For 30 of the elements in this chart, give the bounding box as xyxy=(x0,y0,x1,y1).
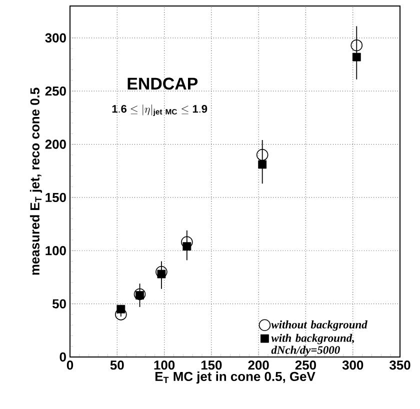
point xyxy=(116,304,126,314)
x-axis-title: E$_{T}$ MC jet in cone 0.5, GeV xyxy=(155,372,316,384)
point xyxy=(134,288,146,300)
x-tick-label: 300 xyxy=(342,360,364,370)
x-tick-label: 250 xyxy=(295,360,316,370)
x-tick-label: 100 xyxy=(154,360,175,370)
point xyxy=(157,270,166,278)
annotation: $\mathbf{1.6} \leq |\eta|_{\mathbf{jet\ MC}} \leq \mathbf{1.9}$ xyxy=(112,104,208,116)
x-tick-label: 200 xyxy=(248,360,269,370)
point xyxy=(256,149,268,161)
x-tick-label: 150 xyxy=(201,360,222,370)
x-tick-label: 50 xyxy=(110,360,124,370)
point xyxy=(350,39,363,52)
point xyxy=(352,52,361,62)
x-tick-label: 0 xyxy=(66,360,74,370)
y-tick-label: 300 xyxy=(45,33,66,42)
annotation: ENDCAP xyxy=(128,78,198,90)
point xyxy=(258,160,267,169)
y-tick-label: 100 xyxy=(46,246,66,256)
x-tick-label: 350 xyxy=(389,360,410,370)
point xyxy=(156,266,168,278)
point xyxy=(182,242,192,251)
y-tick-label: 250 xyxy=(45,86,66,96)
y-tick-label: 150 xyxy=(46,192,66,202)
legend-label: with background, dNch/dy=5000 xyxy=(271,334,354,356)
y-tick-label: 200 xyxy=(45,140,66,149)
y-axis-title: measured E$_{T}$ jet, reco cone 0.5 xyxy=(30,88,42,275)
legend-label: without background xyxy=(271,320,368,331)
y-tick-label: 50 xyxy=(52,299,66,308)
y-tick-label: 0 xyxy=(60,352,66,362)
